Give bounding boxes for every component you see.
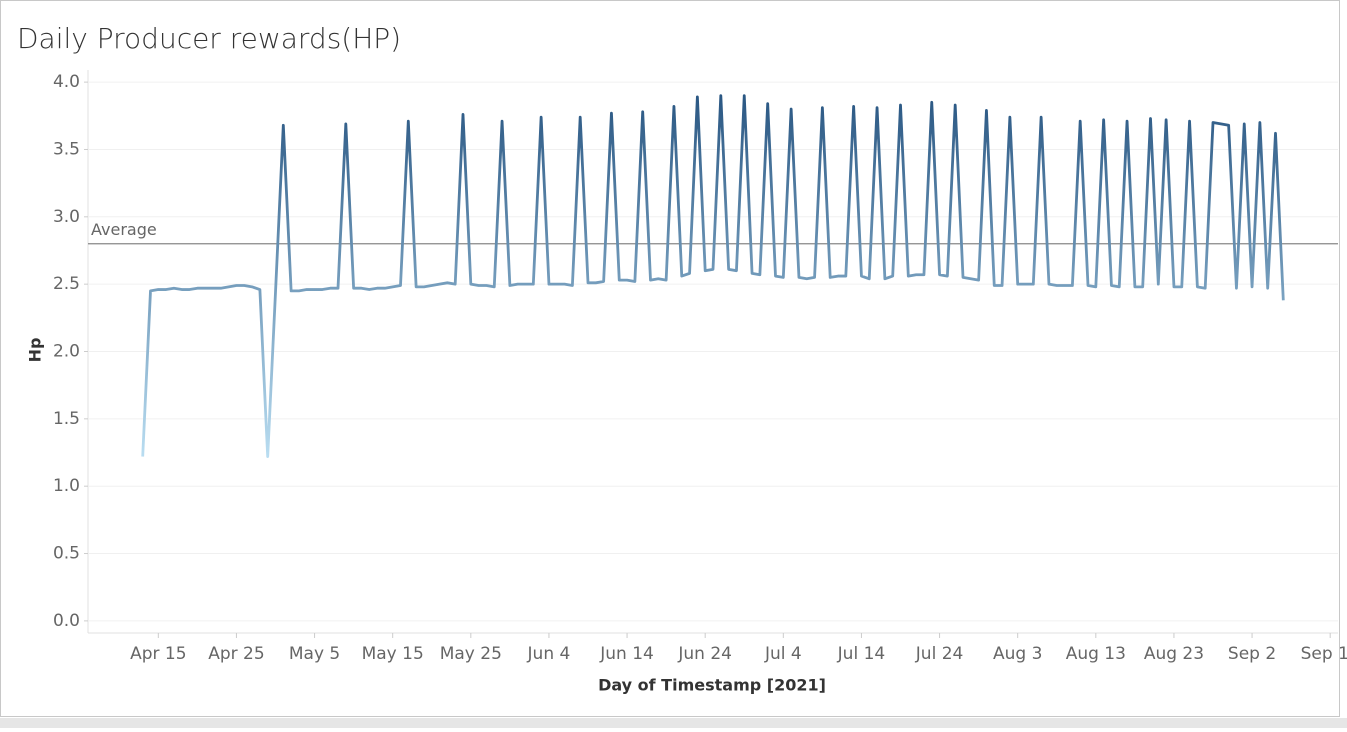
x-tick-label: Jul 24 — [915, 644, 964, 664]
y-tick-label: 0.5 — [53, 544, 80, 564]
x-tick-label: Apr 15 — [130, 644, 186, 664]
y-tick-label: 4.0 — [53, 72, 80, 92]
chart-title: Daily Producer rewards(HP) — [17, 22, 401, 55]
x-axis-title: Day of Timestamp [2021] — [598, 676, 826, 695]
x-tick-label: Jun 14 — [599, 644, 654, 664]
y-tick-label: 0.0 — [53, 611, 80, 631]
y-axis-title: Hp — [26, 338, 45, 363]
y-tick-label: 1.5 — [53, 409, 80, 429]
y-tick-label: 1.0 — [53, 476, 80, 496]
x-tick-label: Jun 24 — [677, 644, 732, 664]
status-bar — [0, 718, 1347, 728]
x-tick-label: May 5 — [289, 644, 340, 664]
y-tick-label: 2.0 — [53, 342, 80, 362]
data-line — [141, 94, 1285, 458]
x-tick-label: Jul 14 — [837, 644, 886, 664]
x-tick-label: Aug 3 — [993, 644, 1042, 664]
frame — [0, 0, 1340, 717]
x-tick-label: Aug 23 — [1144, 644, 1204, 664]
y-tick-label: 2.5 — [53, 274, 80, 294]
x-tick-label: Sep 2 — [1228, 644, 1276, 664]
reference-label: Average — [91, 220, 157, 239]
x-tick-label: Aug 13 — [1066, 644, 1126, 664]
y-tick-label: 3.0 — [53, 207, 80, 227]
x-tick-label: Jun 4 — [527, 644, 571, 664]
x-tick-label: Jul 4 — [764, 644, 802, 664]
x-tick-label: May 15 — [362, 644, 424, 664]
x-tick-label: Apr 25 — [208, 644, 264, 664]
x-tick-label: May 25 — [440, 644, 502, 664]
y-tick-label: 3.5 — [53, 139, 80, 159]
x-tick-label: Sep 12 — [1301, 644, 1347, 664]
